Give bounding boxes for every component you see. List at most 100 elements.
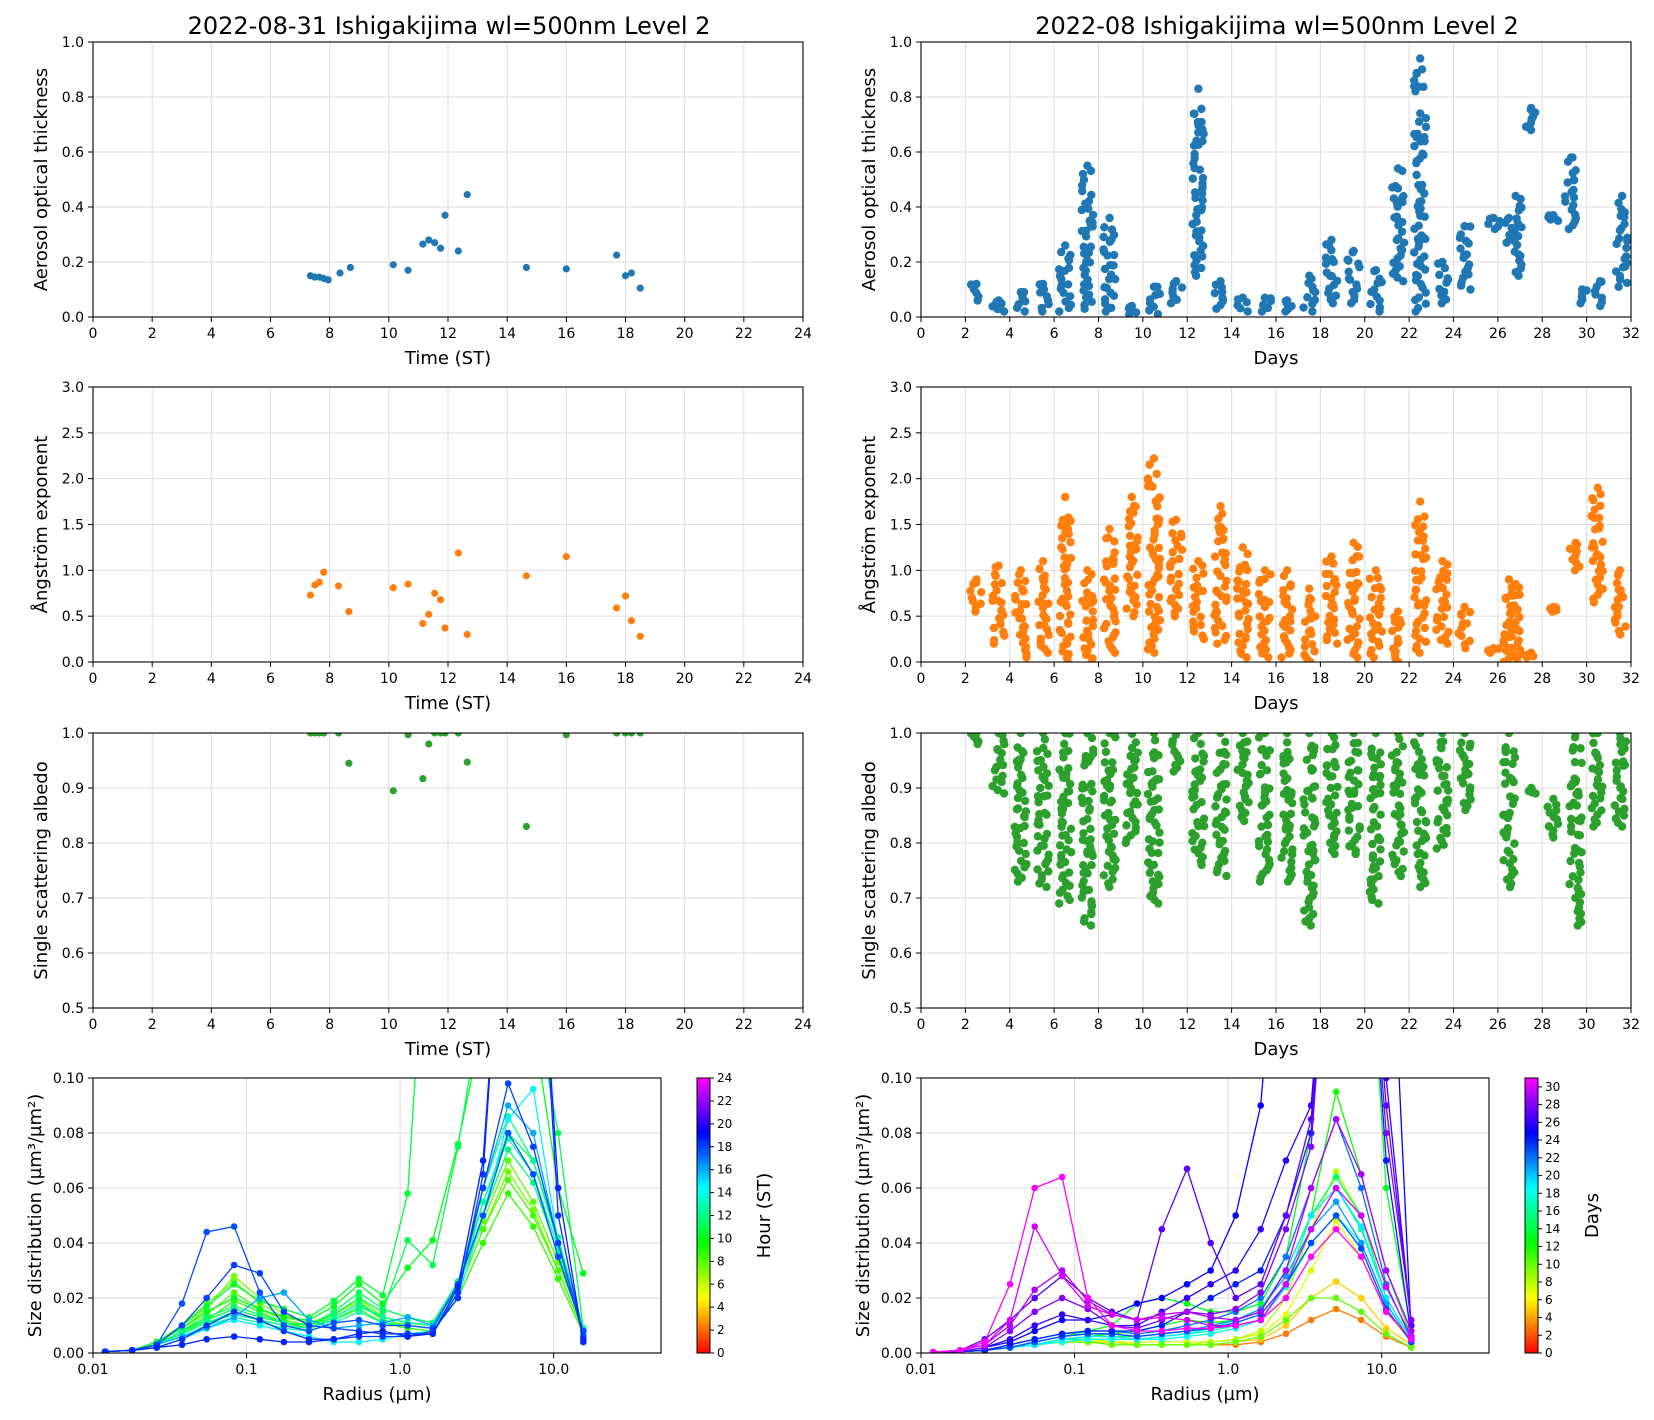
data-point bbox=[1417, 755, 1426, 764]
data-point bbox=[1062, 586, 1072, 595]
series-point bbox=[305, 1316, 313, 1324]
data-point bbox=[1214, 537, 1223, 546]
data-point bbox=[1438, 556, 1447, 566]
series-line bbox=[933, 1078, 1412, 1353]
series-point bbox=[330, 1324, 338, 1332]
data-point bbox=[1260, 574, 1269, 584]
data-point bbox=[1285, 611, 1295, 621]
data-point bbox=[1322, 768, 1331, 778]
y-tick-label: 0.8 bbox=[890, 836, 912, 852]
series-line bbox=[105, 1137, 584, 1353]
data-point bbox=[1415, 197, 1424, 206]
x-tick-label: 8 bbox=[1094, 326, 1103, 342]
data-point bbox=[1260, 595, 1269, 605]
data-point bbox=[1153, 625, 1163, 634]
data-point bbox=[1375, 582, 1384, 592]
series-point bbox=[1383, 800, 1390, 807]
data-point bbox=[1421, 637, 1431, 646]
data-point bbox=[1592, 551, 1601, 560]
data-point bbox=[1305, 271, 1314, 280]
data-point bbox=[522, 822, 530, 831]
data-point bbox=[1198, 586, 1208, 596]
data-point bbox=[1109, 261, 1118, 270]
data-point bbox=[1035, 564, 1044, 574]
data-point bbox=[1331, 291, 1341, 300]
series-point bbox=[1058, 1294, 1066, 1302]
data-point bbox=[1199, 757, 1208, 766]
data-point bbox=[1168, 529, 1177, 538]
data-point bbox=[1082, 626, 1092, 636]
data-point bbox=[1044, 867, 1053, 876]
data-point bbox=[1442, 823, 1451, 833]
y-tick-label: 0.04 bbox=[881, 1236, 912, 1252]
x-tick-label: 14 bbox=[1223, 671, 1241, 687]
data-point bbox=[1218, 293, 1227, 302]
data-point bbox=[1063, 280, 1073, 289]
series-point bbox=[379, 1322, 386, 1329]
data-point bbox=[1420, 609, 1429, 618]
x-tick-label: 30 bbox=[1578, 671, 1596, 687]
data-point bbox=[1442, 575, 1451, 584]
data-point bbox=[1350, 629, 1360, 638]
data-point bbox=[1612, 578, 1622, 588]
data-point bbox=[1100, 283, 1109, 292]
data-point bbox=[345, 607, 353, 616]
series-point bbox=[355, 1302, 363, 1310]
series-point bbox=[1207, 1280, 1214, 1288]
data-point bbox=[1376, 780, 1385, 790]
series-point bbox=[1332, 1173, 1340, 1181]
data-point bbox=[1192, 573, 1201, 583]
data-point bbox=[1198, 196, 1207, 205]
series-point bbox=[554, 1239, 562, 1247]
data-point bbox=[1171, 733, 1181, 738]
data-point bbox=[1410, 129, 1419, 139]
data-point bbox=[1148, 837, 1157, 846]
x-axis-label: Days bbox=[1254, 1039, 1299, 1060]
data-point bbox=[1255, 612, 1264, 621]
data-point bbox=[1152, 602, 1162, 612]
series-point bbox=[256, 1322, 264, 1329]
data-point bbox=[1010, 822, 1019, 832]
data-point bbox=[1060, 553, 1069, 562]
series-point bbox=[1282, 1212, 1290, 1219]
data-point bbox=[1348, 569, 1357, 578]
data-point bbox=[1368, 839, 1377, 849]
series-point bbox=[256, 1335, 264, 1343]
series-point bbox=[480, 800, 487, 807]
data-point bbox=[1127, 492, 1136, 502]
series-point bbox=[178, 1300, 186, 1307]
data-point bbox=[1595, 521, 1604, 531]
data-point bbox=[1194, 556, 1203, 566]
data-point bbox=[1302, 867, 1311, 877]
data-point bbox=[1060, 573, 1070, 583]
data-point bbox=[1198, 136, 1207, 146]
data-point bbox=[1188, 617, 1198, 626]
series-point bbox=[1357, 1245, 1365, 1252]
series-point bbox=[1332, 1115, 1340, 1123]
data-point bbox=[1155, 838, 1164, 847]
data-point bbox=[1388, 183, 1397, 192]
data-point bbox=[1512, 214, 1521, 223]
data-point bbox=[1282, 738, 1292, 747]
series-point bbox=[1006, 1335, 1014, 1343]
y-tick-label: 0.6 bbox=[890, 145, 912, 161]
series-line bbox=[933, 1117, 1412, 1353]
data-point bbox=[1308, 813, 1317, 822]
data-point bbox=[1153, 310, 1163, 317]
data-point bbox=[1432, 585, 1441, 594]
series-point bbox=[404, 1264, 411, 1272]
y-tick-label: 1.5 bbox=[890, 518, 912, 534]
data-point bbox=[1416, 261, 1425, 271]
data-point bbox=[1197, 189, 1207, 198]
data-point bbox=[463, 758, 471, 766]
data-point bbox=[1214, 514, 1223, 524]
x-tick-label: 6 bbox=[1050, 1017, 1059, 1033]
data-point bbox=[1058, 885, 1067, 895]
data-point bbox=[1020, 821, 1029, 831]
data-point bbox=[1215, 748, 1224, 758]
data-point bbox=[389, 584, 397, 592]
monthly-size-marks bbox=[929, 800, 1415, 1353]
data-point bbox=[1016, 733, 1026, 738]
series-point bbox=[479, 1239, 487, 1247]
data-point bbox=[1262, 766, 1272, 775]
